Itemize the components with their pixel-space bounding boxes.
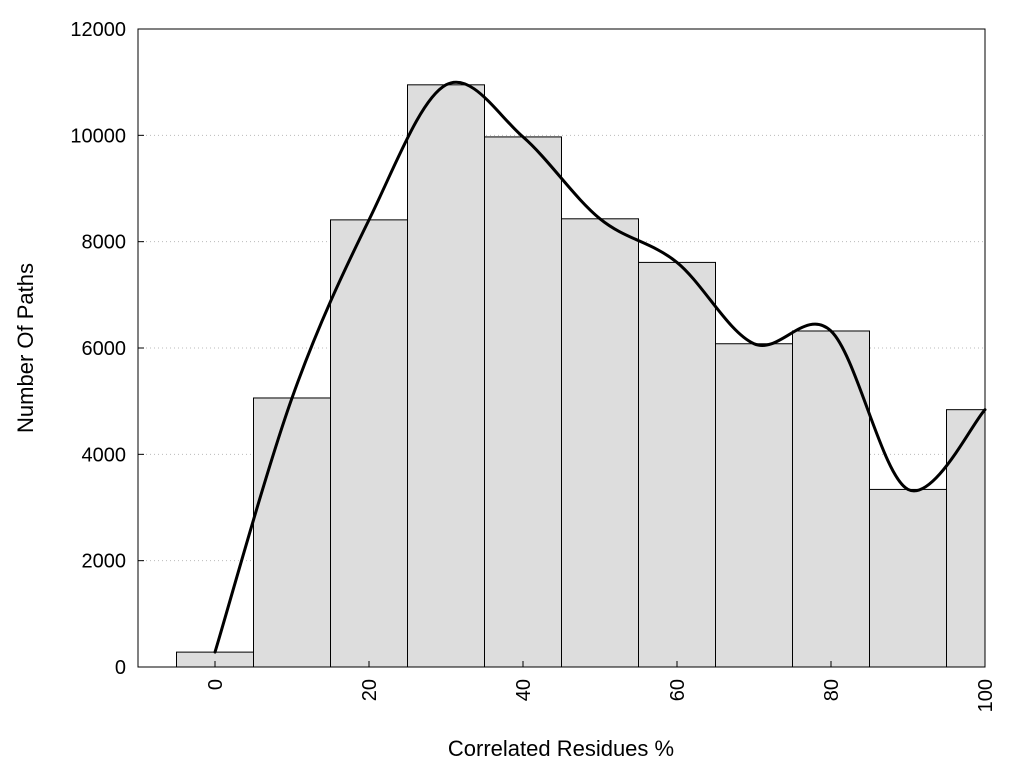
bar: [715, 343, 793, 668]
y-tick-label: 10000: [70, 125, 126, 147]
y-tick-label: 4000: [82, 444, 127, 466]
y-tick-label: 0: [115, 657, 126, 679]
bar: [792, 330, 870, 668]
y-tick-label: 8000: [82, 232, 127, 254]
x-tick-label: 20: [359, 679, 381, 701]
y-tick-label: 2000: [82, 551, 127, 573]
bar: [253, 397, 331, 668]
x-tick-label: 60: [667, 679, 689, 701]
bar: [330, 219, 408, 668]
x-tick-label: 0: [205, 679, 227, 690]
bar: [484, 136, 562, 668]
y-tick-label: 12000: [70, 19, 126, 41]
x-axis-ticks: 0 20 40 60 80 100: [205, 661, 997, 712]
x-axis-label: Correlated Residues %: [448, 736, 674, 761]
bar: [638, 261, 716, 668]
x-tick-label: 100: [975, 679, 997, 712]
x-tick-label: 80: [821, 679, 843, 701]
bar: [561, 218, 639, 668]
bar: [946, 409, 986, 668]
y-tick-label: 6000: [82, 338, 127, 360]
y-axis-label: Number Of Paths: [13, 263, 38, 433]
x-tick-label: 40: [513, 679, 535, 701]
density-curve: [213, 80, 987, 654]
y-axis-ticks: 0 2000 4000 6000 8000 10000 12000: [70, 19, 144, 679]
bar: [407, 84, 485, 668]
bars: [176, 84, 986, 668]
bar: [869, 488, 947, 668]
